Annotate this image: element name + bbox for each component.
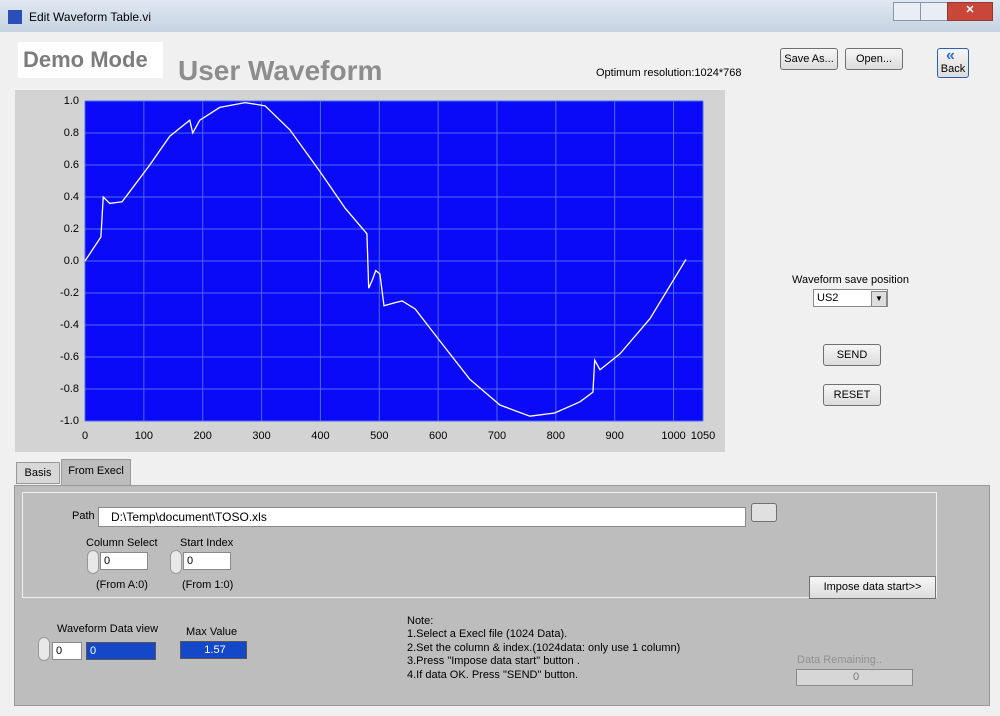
- app-icon: [8, 10, 22, 24]
- excel-group: [22, 492, 937, 598]
- open-button[interactable]: Open...: [845, 48, 903, 70]
- view-value-field: 0: [86, 642, 156, 660]
- note-line: 2.Set the column & index.(1024data: only…: [407, 641, 681, 654]
- minimize-button[interactable]: [893, 2, 921, 21]
- y-tick-label: 0.4: [64, 191, 79, 203]
- y-tick-label: -0.6: [60, 351, 79, 363]
- note-line: 4.If data OK. Press "SEND" button.: [407, 668, 579, 681]
- remaining-value: 0: [852, 671, 860, 683]
- y-tick-label: -0.8: [60, 383, 79, 395]
- x-tick-label: 400: [311, 430, 329, 442]
- x-tick-label: 600: [429, 430, 447, 442]
- title-bar: [0, 0, 1000, 32]
- x-tick-label: 1000: [661, 430, 685, 442]
- impose-button[interactable]: Impose data start>>: [809, 576, 936, 599]
- save-position-label: Waveform save position: [792, 274, 909, 286]
- path-field[interactable]: D:\Temp\document\TOSO.xls: [98, 507, 746, 527]
- view-index-value: 0: [56, 645, 63, 657]
- index-spinner[interactable]: [170, 550, 182, 574]
- waveform-line: [84, 101, 687, 417]
- x-tick-label: 1050: [691, 430, 715, 442]
- demo-mode: Demo Mode: [18, 42, 163, 78]
- resolution-note: Optimum resolution:1024*768: [596, 67, 742, 79]
- reset-button[interactable]: RESET: [823, 384, 881, 406]
- column-label: Column Select: [86, 537, 158, 549]
- view-index-field[interactable]: 0: [52, 642, 82, 660]
- index-hint: (From 1:0): [182, 579, 234, 591]
- y-tick-label: -0.4: [60, 319, 79, 331]
- save-position-select[interactable]: US2: [813, 289, 888, 307]
- y-tick-label: 0.0: [64, 255, 79, 267]
- y-tick-label: 0.6: [64, 159, 79, 171]
- back-icon: «: [946, 47, 955, 64]
- x-tick-label: 800: [547, 430, 565, 442]
- remaining-label: Data Remaining..: [797, 654, 882, 666]
- x-tick-label: 900: [606, 430, 624, 442]
- back-label: Back: [940, 63, 966, 75]
- chart: -1.0 -0.8 -0.6 -0.4 -0.2 0.0 0.2 0.4 0.6 0.8 1.0 0 1…: [15, 90, 725, 452]
- note-line: 1.Select a Execl file (1024 Data).: [407, 628, 568, 640]
- back-button[interactable]: Back: [937, 48, 969, 78]
- tab-active[interactable]: From Execl: [61, 459, 131, 486]
- x-tick-label: 0: [82, 430, 88, 442]
- x-tick-label: 100: [135, 430, 153, 442]
- note-title: Note:: [407, 615, 434, 627]
- column-spinner[interactable]: [87, 550, 99, 574]
- save-as-button[interactable]: Save As...: [780, 48, 838, 70]
- browse-button[interactable]: [751, 503, 777, 522]
- note-line: 3.Press "Impose data start" button .: [407, 655, 580, 667]
- view-spinner[interactable]: [38, 637, 50, 661]
- index-value: 0: [187, 555, 194, 567]
- tab[interactable]: Basis: [16, 462, 60, 484]
- x-tick-label: 500: [370, 430, 388, 442]
- y-tick-label: 0.8: [64, 127, 79, 139]
- max-value: 1.57: [204, 644, 226, 656]
- column-hint: (From A:0): [96, 579, 148, 591]
- dropdown-arrow[interactable]: ▼: [871, 291, 887, 307]
- x-tick-label: 700: [488, 430, 506, 442]
- close-button[interactable]: ✕: [947, 2, 993, 21]
- x-tick-label: 200: [194, 430, 212, 442]
- maximize-button[interactable]: [920, 2, 948, 21]
- column-value: 0: [104, 555, 111, 567]
- x-tick-label: 300: [252, 430, 270, 442]
- send-button[interactable]: SEND: [823, 344, 881, 366]
- window-title: Edit Waveform Table.vi: [29, 10, 152, 24]
- path-value: D:\Temp\document\TOSO.xls: [111, 510, 267, 524]
- path-label: Path: [72, 510, 95, 522]
- column-field[interactable]: 0: [100, 552, 148, 570]
- save-position-value: US2: [817, 292, 839, 304]
- max-field: 1.57: [180, 641, 247, 659]
- max-label: Max Value: [186, 626, 238, 638]
- y-tick-label: -1.0: [60, 415, 79, 427]
- y-tick-label: 1.0: [64, 95, 79, 107]
- view-value: 0: [90, 645, 97, 657]
- y-tick-label: 0.2: [64, 223, 79, 235]
- view-label: Waveform Data view: [57, 623, 159, 635]
- remaining-field: 0: [796, 669, 913, 686]
- y-tick-label: -0.2: [60, 287, 79, 299]
- index-field[interactable]: 0: [183, 552, 231, 570]
- page-title: User Waveform: [178, 55, 383, 86]
- index-label: Start Index: [180, 537, 234, 549]
